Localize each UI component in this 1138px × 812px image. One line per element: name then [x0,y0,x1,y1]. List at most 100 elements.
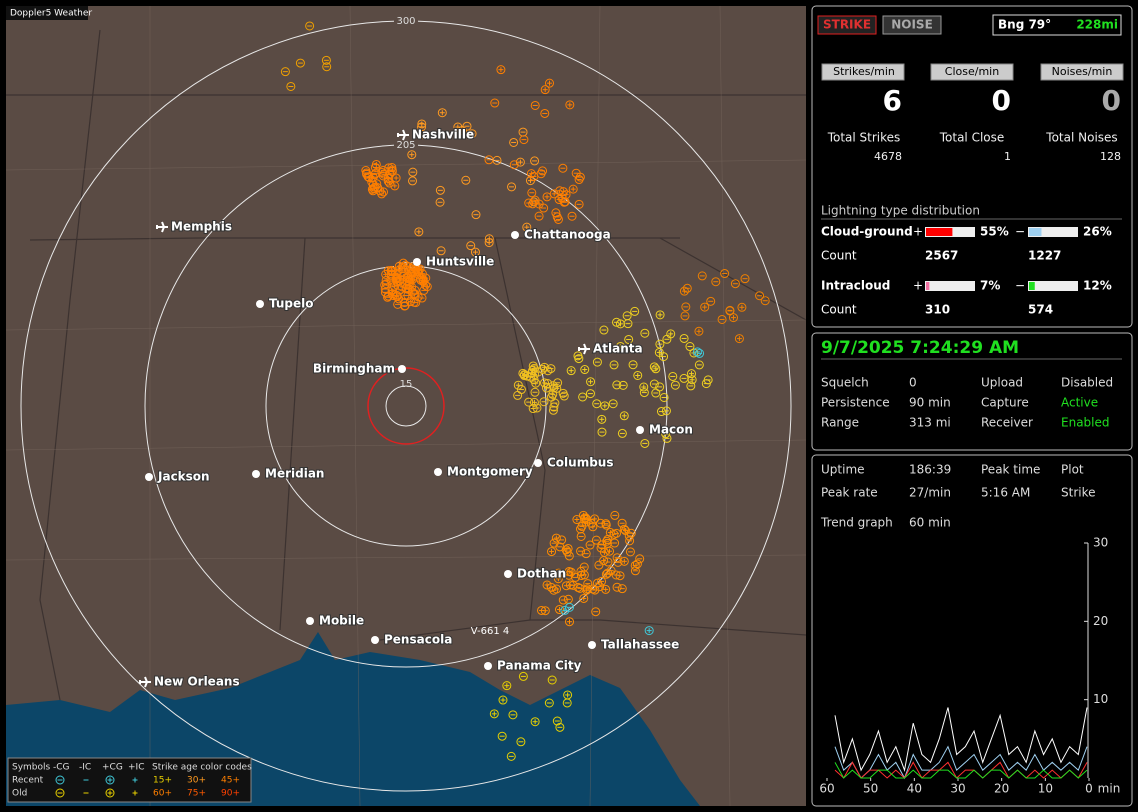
strike [395,285,405,295]
strike [625,547,635,557]
strike [551,533,561,543]
strike [553,378,563,388]
strike [568,184,578,194]
stat: 186:39 [909,463,951,477]
strike [530,156,540,166]
strike [414,227,424,237]
strike [562,698,572,708]
strike [502,681,512,691]
strike [540,108,550,118]
range-ring [385,385,427,427]
strike [528,404,538,414]
strike [529,197,539,207]
map-annotation: V-661 4 [471,626,510,637]
strike [626,528,636,538]
strike [408,167,418,177]
city-label: Panama City [497,659,582,673]
strike [522,222,532,232]
strike [558,187,568,197]
strike [700,302,710,312]
city-label: Huntsville [426,255,494,269]
strike [390,181,400,191]
strike [609,529,619,539]
ring-label-bg [394,138,418,150]
city-label: Mobile [319,614,364,628]
city-dot [504,570,512,578]
strike [717,314,727,324]
city-dot [398,365,406,373]
map-title: Doppler5 Weather [10,9,92,19]
strike [573,582,583,592]
y-tick-label: 20 [1093,614,1108,628]
stat: 5:16 AM [981,486,1030,500]
strike [661,406,671,416]
map: 30020511015NashvilleMemphisChattanoogaHu… [6,6,806,806]
setting: Receiver [981,416,1033,430]
strike [397,264,407,274]
strike [619,524,629,534]
strike [609,360,619,370]
strike [599,325,609,335]
city-dot [413,258,421,266]
sign: − [1015,225,1025,239]
strike [649,362,659,372]
total-label: Total Strikes [827,131,901,145]
stat: Peak rate [821,486,878,500]
strike [600,401,610,411]
strike [686,369,696,379]
strike [703,375,713,385]
total-label: Total Noises [1045,131,1117,145]
strike [531,378,541,388]
stat: Trend graph [820,516,893,530]
strike [544,78,554,88]
strike [417,122,427,132]
strike [519,135,529,145]
x-unit: min [1098,782,1121,796]
strike-button-label[interactable]: STRIKE [823,18,871,32]
strike [436,246,446,256]
strike [575,524,585,534]
setting: Upload [981,376,1023,390]
strike [534,211,544,221]
strike [554,195,564,205]
bar [1029,282,1035,290]
city-label: Montgomery [447,465,533,479]
city-label: Birmingham [313,362,395,376]
strike [597,427,607,437]
setting: 90 min [909,396,951,410]
strike [630,306,640,316]
rate-header-label: Noises/min [1052,65,1113,78]
strike [632,559,642,569]
legend-symbol [105,788,115,798]
strike [597,576,607,586]
legend: Symbols -CG -IC +CG +IC Strike age color code… [7,757,252,803]
strike [603,534,613,544]
strike [543,366,553,376]
strike [666,329,676,339]
city-label: Pensacola [384,633,452,647]
x-tick-label: 50 [863,782,878,796]
noise-button-label[interactable]: NOISE [891,18,933,32]
strike [679,333,689,343]
close-ring [367,367,445,445]
strike [532,403,542,413]
bar-track [925,281,975,291]
city-dot [306,617,314,625]
rate-header [821,63,905,81]
bar-track [1028,227,1078,237]
strike [405,297,415,307]
strike [613,557,623,567]
legend-age: 60+ [153,789,172,799]
legend-age: 75+ [187,789,206,799]
percent: 7% [980,279,1000,293]
strike [560,605,570,615]
count: 2567 [925,249,958,263]
strike-button [817,15,877,35]
strike [539,397,549,407]
strike [530,717,540,727]
strike [578,392,588,402]
strike [577,521,587,531]
city-dot [534,459,542,467]
strike [720,269,730,279]
strike [619,411,629,421]
